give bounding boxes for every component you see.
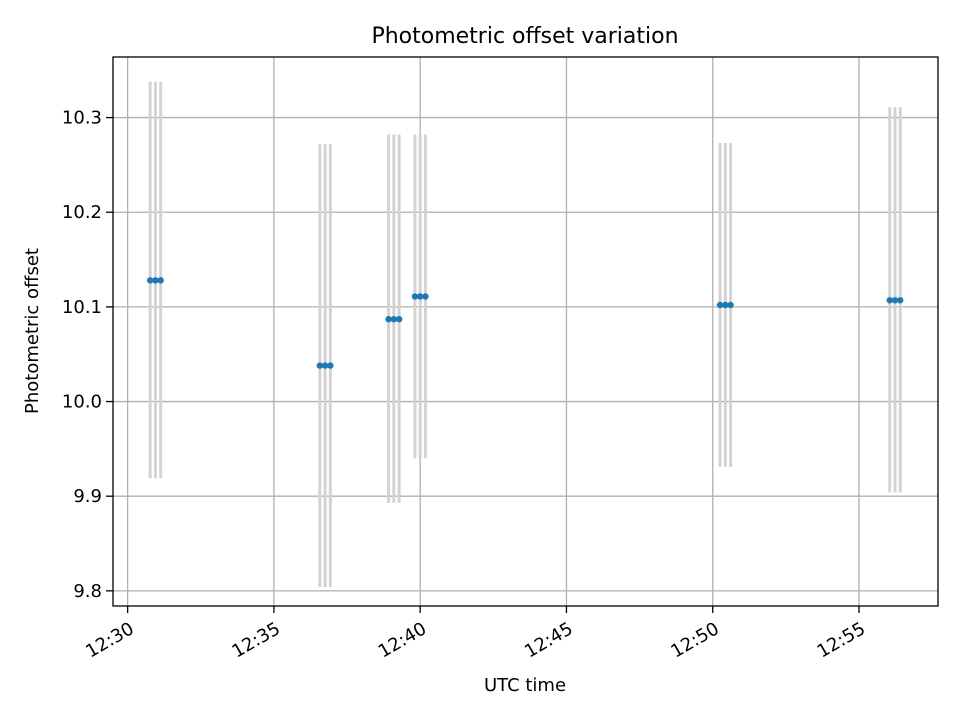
data-point	[385, 315, 392, 323]
data-point	[891, 297, 899, 304]
y-tick-label: 10.3	[62, 108, 102, 129]
data-point	[716, 301, 724, 309]
data-point	[152, 277, 159, 284]
y-axis-label: Photometric offset	[22, 248, 43, 414]
data-point	[146, 277, 154, 284]
data-point	[395, 315, 403, 323]
data-points	[146, 277, 904, 369]
data-point	[897, 297, 904, 304]
data-point	[416, 293, 424, 300]
y-tick-label: 9.8	[73, 581, 102, 602]
data-point	[422, 293, 429, 300]
data-point	[316, 362, 324, 369]
plot-frame	[112, 56, 939, 607]
x-axis-label: UTC time	[484, 675, 566, 696]
y-tick-label: 10.1	[62, 297, 102, 318]
data-point	[411, 293, 419, 300]
data-point	[321, 362, 329, 369]
y-tick-label: 10.2	[62, 202, 102, 223]
y-axis: 9.8 9.9 10.0 10.1 10.2 10.3	[62, 108, 113, 602]
data-point	[722, 301, 729, 309]
data-point	[327, 362, 334, 369]
data-point	[157, 277, 164, 284]
y-tick-label: 10.0	[62, 392, 102, 413]
data-point	[390, 315, 398, 323]
chart-title: Photometric offset variation	[371, 24, 678, 49]
data-point	[727, 301, 734, 309]
data-point	[886, 297, 893, 304]
y-tick-label: 9.9	[73, 486, 102, 507]
